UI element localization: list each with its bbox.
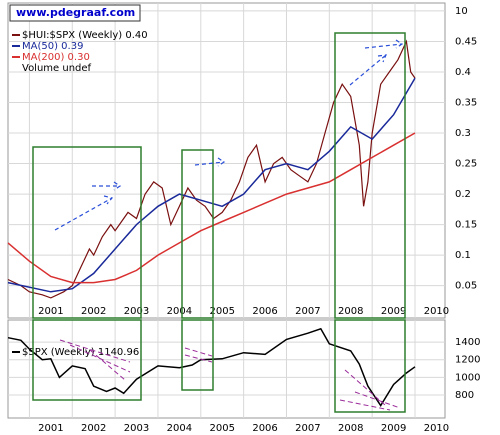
y-tick-label: 800 bbox=[455, 390, 474, 401]
highlight-box bbox=[32, 146, 142, 319]
y-tick-label: 0.1 bbox=[455, 250, 471, 261]
highlight-box bbox=[334, 32, 406, 319]
x-tick-label: 2003 bbox=[124, 423, 149, 434]
x-tick-label: 2009 bbox=[381, 423, 406, 434]
x-tick-label: 2007 bbox=[295, 306, 320, 317]
trend-line bbox=[59, 339, 131, 381]
y-tick-label: 0.3 bbox=[455, 128, 471, 139]
y-tick-label: 10 bbox=[455, 6, 468, 17]
highlight-box bbox=[32, 319, 142, 401]
trend-line bbox=[339, 369, 401, 411]
highlight-box bbox=[181, 319, 214, 391]
arrow bbox=[349, 54, 387, 86]
y-tick-label: 0.4 bbox=[455, 67, 471, 78]
trend-line bbox=[184, 347, 213, 363]
highlight-box bbox=[334, 319, 406, 413]
y-tick-label: 1000 bbox=[455, 372, 480, 383]
legend-label: MA(200) 0.30 bbox=[22, 52, 90, 63]
y-tick-label: 0.2 bbox=[455, 189, 471, 200]
series-line bbox=[7, 39, 416, 299]
x-tick-label: 2004 bbox=[167, 306, 192, 317]
series-line bbox=[7, 77, 416, 293]
y-tick-label: 0.35 bbox=[455, 98, 477, 109]
legend-label: $SPX (Weekly) 1140.96 bbox=[22, 347, 139, 358]
y-tick-label: 0.25 bbox=[455, 159, 477, 170]
arrow bbox=[54, 195, 114, 231]
x-tick-label: 2005 bbox=[209, 423, 234, 434]
x-tick-label: 2008 bbox=[338, 423, 363, 434]
x-tick-label: 2001 bbox=[38, 423, 63, 434]
y-tick-label: 0.05 bbox=[455, 281, 477, 292]
legend-label: MA(50) 0.39 bbox=[22, 41, 83, 52]
y-tick-label: 1200 bbox=[455, 355, 480, 366]
legend-note: Volume undef bbox=[22, 63, 92, 74]
x-tick-label: 2008 bbox=[338, 306, 363, 317]
x-tick-label: 2006 bbox=[252, 306, 277, 317]
arrow bbox=[194, 157, 226, 167]
x-tick-label: 2006 bbox=[252, 423, 277, 434]
watermark: www.pdegraaf.com bbox=[16, 6, 135, 19]
arrow bbox=[364, 39, 404, 49]
series-line bbox=[7, 132, 416, 284]
x-tick-label: 2002 bbox=[81, 306, 106, 317]
annotations bbox=[32, 32, 406, 413]
x-tick-label: 2002 bbox=[81, 423, 106, 434]
x-tick-label: 2003 bbox=[124, 306, 149, 317]
y-tick-label: 0.45 bbox=[455, 36, 477, 47]
arrow bbox=[92, 181, 122, 191]
y-tick-label: 1400 bbox=[455, 337, 480, 348]
x-tick-label: 2010 bbox=[424, 306, 449, 317]
x-tick-label: 2001 bbox=[38, 306, 63, 317]
x-tick-label: 2007 bbox=[295, 423, 320, 434]
x-tick-label: 2004 bbox=[167, 423, 192, 434]
x-tick-label: 2009 bbox=[381, 306, 406, 317]
watermark-box bbox=[9, 4, 141, 22]
highlight-box bbox=[181, 149, 214, 319]
x-tick-label: 2010 bbox=[424, 423, 449, 434]
legend-label: $HUI:$SPX (Weekly) 0.40 bbox=[22, 30, 148, 41]
y-tick-label: 0.15 bbox=[455, 220, 477, 231]
x-tick-label: 2005 bbox=[209, 306, 234, 317]
series-line bbox=[7, 327, 416, 407]
